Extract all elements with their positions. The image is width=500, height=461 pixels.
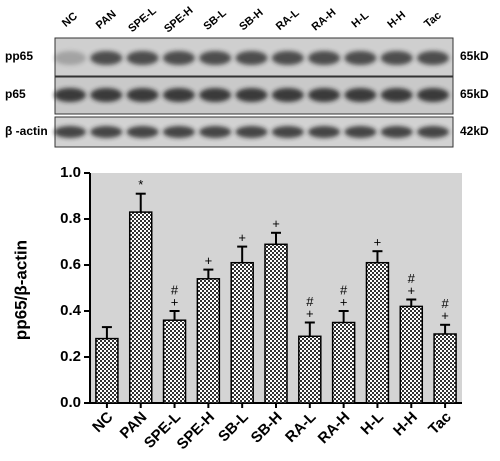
x-tick-label: SB-L bbox=[215, 409, 252, 446]
significance-mark: * bbox=[138, 177, 143, 192]
lane-label: RA-H bbox=[310, 6, 339, 33]
bar bbox=[230, 261, 254, 404]
significance-mark: + bbox=[205, 253, 213, 268]
bar bbox=[264, 243, 288, 404]
lane-label: SB-L bbox=[201, 7, 229, 33]
row-label: pp65 bbox=[5, 49, 33, 63]
blot-band bbox=[344, 88, 377, 102]
lane-label: Tac bbox=[422, 10, 444, 31]
blot-band bbox=[90, 51, 123, 65]
x-tick-label: SB-H bbox=[248, 409, 286, 447]
significance-mark: + bbox=[272, 216, 280, 231]
x-tick-label: RA-L bbox=[282, 409, 319, 446]
significance-mark: + bbox=[306, 306, 314, 321]
x-tick-label: NC bbox=[89, 409, 116, 436]
significance-mark: # bbox=[408, 271, 416, 286]
significance-mark: + bbox=[238, 230, 246, 245]
blot-band bbox=[380, 88, 413, 102]
blot-band bbox=[199, 51, 232, 65]
blot-band bbox=[417, 88, 449, 102]
lane-label: SPE-L bbox=[126, 5, 159, 35]
significance-mark: # bbox=[340, 282, 348, 297]
blot-band bbox=[235, 126, 268, 138]
lane-label: SB-H bbox=[237, 7, 265, 34]
blot-band bbox=[271, 126, 304, 138]
blot-band bbox=[54, 126, 86, 138]
x-tick-label: H-H bbox=[390, 409, 421, 440]
y-tick-label: 0.8 bbox=[60, 210, 81, 227]
lane-label: PAN bbox=[94, 8, 119, 32]
blot-band bbox=[199, 126, 232, 138]
lane-label: H-L bbox=[349, 9, 371, 30]
blot-band bbox=[308, 51, 341, 65]
blot-band bbox=[199, 88, 232, 102]
blot-band bbox=[126, 88, 159, 102]
lane-label: H-H bbox=[385, 9, 408, 31]
band-size: 65kD bbox=[460, 87, 489, 101]
blot-band bbox=[344, 51, 377, 65]
blot-band bbox=[162, 51, 195, 65]
y-tick-label: 0.0 bbox=[60, 394, 81, 411]
band-size: 42kD bbox=[460, 124, 489, 138]
blot-band bbox=[417, 126, 449, 138]
blot-band bbox=[162, 88, 195, 102]
blot-band bbox=[380, 126, 413, 138]
y-tick-label: 0.6 bbox=[60, 256, 81, 273]
significance-mark: + bbox=[441, 308, 449, 323]
significance-mark: + bbox=[340, 294, 348, 309]
significance-mark: + bbox=[374, 235, 382, 250]
significance-mark: + bbox=[171, 294, 179, 309]
row-label: p65 bbox=[5, 87, 26, 101]
blot-band bbox=[235, 51, 268, 65]
bar bbox=[298, 335, 322, 404]
blot-band bbox=[417, 51, 449, 65]
lane-label: SPE-H bbox=[162, 4, 196, 35]
significance-mark: # bbox=[306, 294, 314, 309]
y-tick-label: 0.4 bbox=[60, 302, 82, 319]
blot-band bbox=[90, 126, 123, 138]
bar bbox=[433, 333, 457, 404]
bar bbox=[399, 305, 424, 404]
row-label: β -actin bbox=[5, 124, 48, 138]
blot-band bbox=[308, 88, 341, 102]
blot-band bbox=[271, 51, 304, 65]
bar bbox=[95, 337, 119, 404]
blot-band bbox=[54, 51, 86, 65]
y-tick-label: 1.0 bbox=[60, 164, 81, 181]
blot-band bbox=[235, 88, 268, 102]
blot-band bbox=[54, 88, 86, 102]
x-tick-label: SPE-H bbox=[174, 409, 218, 453]
bar bbox=[196, 278, 221, 404]
bar bbox=[162, 319, 187, 404]
bar bbox=[128, 211, 153, 404]
blot-band bbox=[380, 51, 413, 65]
x-tick-label: H-L bbox=[357, 409, 387, 439]
band-size: 65kD bbox=[460, 49, 489, 63]
lane-label: RA-L bbox=[274, 7, 302, 33]
blot-band bbox=[126, 126, 159, 138]
blot-band bbox=[90, 88, 123, 102]
blot-band bbox=[308, 126, 341, 138]
y-tick-label: 0.2 bbox=[60, 348, 81, 365]
x-tick-label: Tac bbox=[425, 409, 455, 439]
blot-band bbox=[126, 51, 159, 65]
bar bbox=[365, 261, 390, 404]
y-axis-label: pp65/β-actin bbox=[11, 240, 30, 340]
x-tick-label: RA-H bbox=[315, 409, 354, 448]
blot-band bbox=[344, 126, 377, 138]
blot-band bbox=[162, 126, 195, 138]
significance-mark: # bbox=[171, 282, 179, 297]
significance-mark: + bbox=[407, 283, 415, 298]
blot-band bbox=[271, 88, 304, 102]
significance-mark: # bbox=[441, 296, 449, 311]
bar bbox=[331, 321, 356, 404]
lane-label: NC bbox=[60, 10, 80, 29]
